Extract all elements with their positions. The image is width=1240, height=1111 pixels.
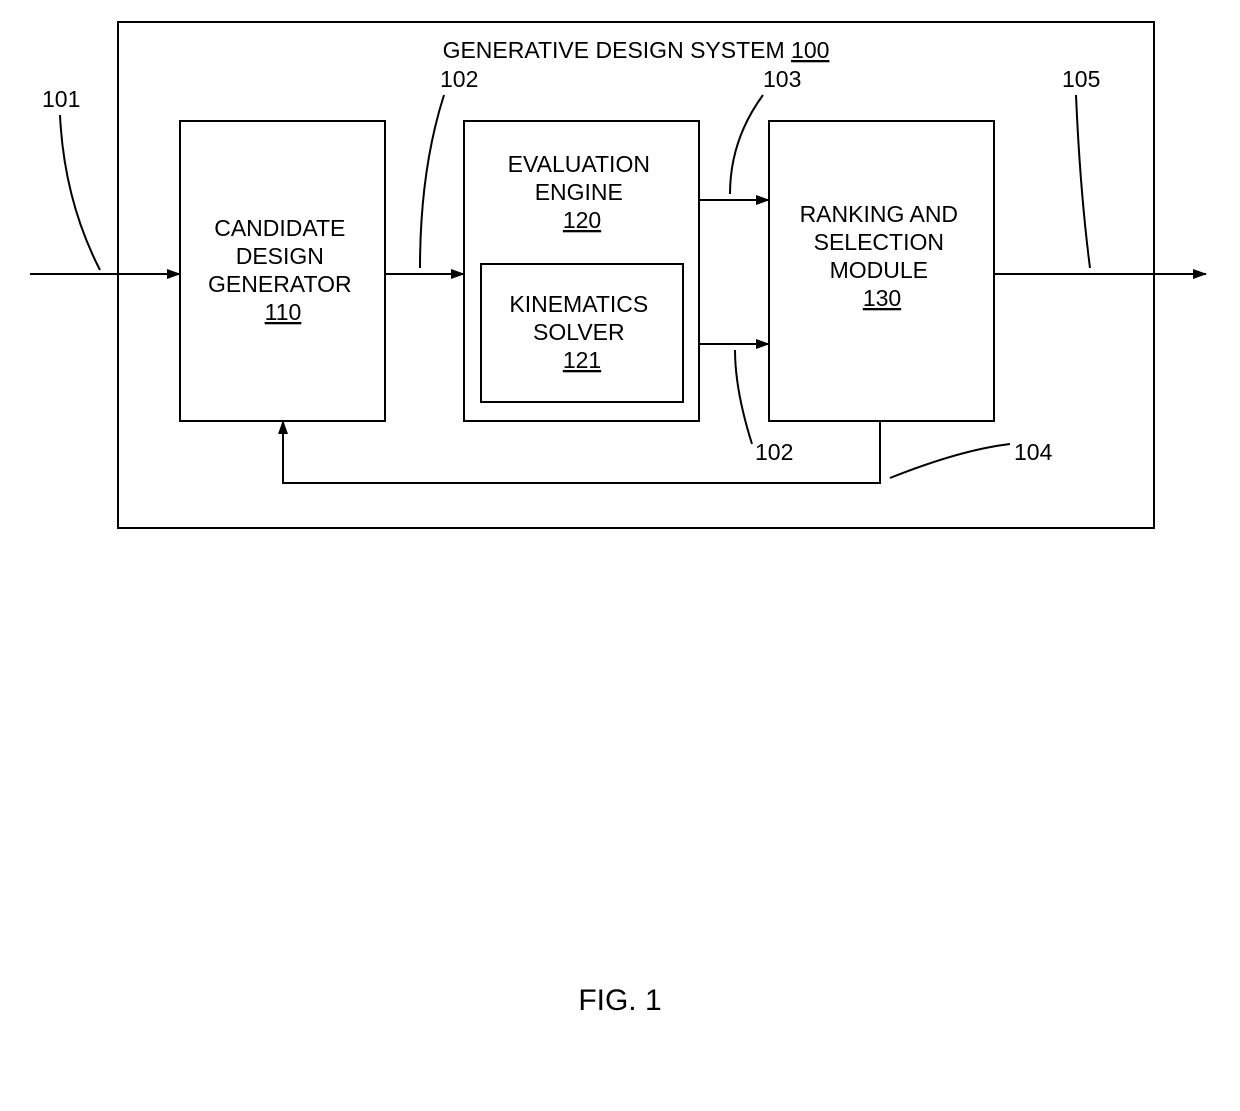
ref-101: 101 bbox=[42, 86, 80, 112]
leader-104 bbox=[890, 444, 1010, 478]
ref-105: 105 bbox=[1062, 66, 1100, 92]
leader-101 bbox=[60, 115, 100, 270]
container-title: GENERATIVE DESIGN SYSTEM 100 bbox=[443, 37, 830, 63]
node-rank-label: RANKING AND SELECTION MODULE 130 bbox=[800, 201, 965, 311]
diagram-canvas: GENERATIVE DESIGN SYSTEM 100 CANDIDATE D… bbox=[0, 0, 1240, 1111]
node-ks-label: KINEMATICS SOLVER 121 bbox=[509, 291, 654, 373]
ref-102-top: 102 bbox=[440, 66, 478, 92]
leader-103 bbox=[730, 95, 763, 194]
node-cdg-label: CANDIDATE DESIGN GENERATOR 110 bbox=[208, 215, 358, 325]
leader-105 bbox=[1076, 95, 1090, 268]
ref-103: 103 bbox=[763, 66, 801, 92]
node-eval-label: EVALUATION ENGINE 120 bbox=[508, 151, 657, 233]
leader-102-bottom bbox=[735, 350, 752, 444]
ref-102-bottom: 102 bbox=[755, 439, 793, 465]
leader-102-top bbox=[420, 95, 444, 268]
figure-label: FIG. 1 bbox=[578, 984, 661, 1017]
ref-104: 104 bbox=[1014, 439, 1053, 465]
